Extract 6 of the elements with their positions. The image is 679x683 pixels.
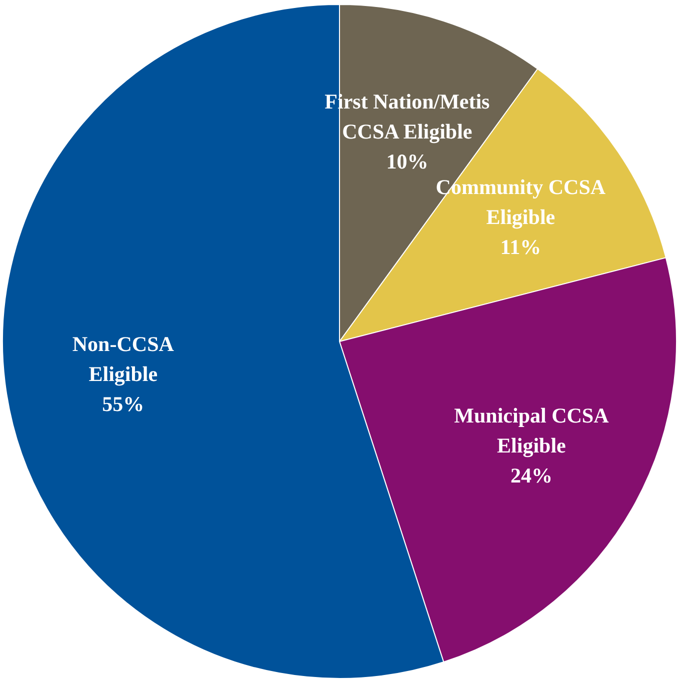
data-label: 24% <box>510 463 552 488</box>
slice-label: Municipal CCSA Eligible <box>454 403 610 458</box>
slice-label: Non-CCSA Eligible <box>72 332 175 386</box>
data-label: 11% <box>500 234 542 259</box>
data-label: 55% <box>102 392 144 416</box>
data-label: 10% <box>386 150 428 174</box>
